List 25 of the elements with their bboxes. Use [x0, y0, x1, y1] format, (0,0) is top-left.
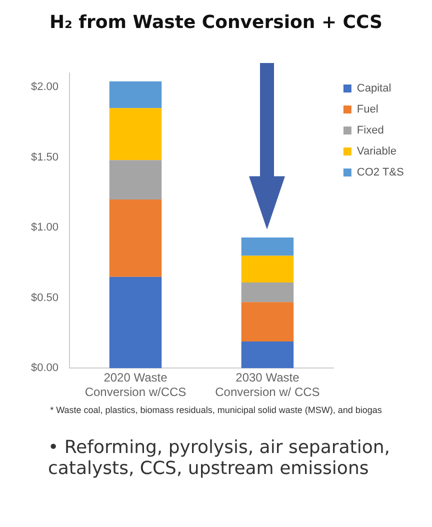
- bar: [109, 108, 162, 160]
- y-tick-label: $2.00: [30, 81, 59, 94]
- y-tick-label: $0.50: [30, 292, 59, 304]
- bar: [109, 200, 162, 277]
- bar: [109, 276, 162, 368]
- bar: [109, 81, 162, 108]
- bar: [241, 256, 294, 282]
- y-tick-label: $1.00: [30, 222, 59, 234]
- chart-title: H₂ from Waste Conversion + CCS: [48, 11, 384, 33]
- legend-label: CO2 T&S: [356, 166, 404, 179]
- legend-label: Fixed: [356, 124, 384, 137]
- legend-label: Variable: [356, 146, 396, 158]
- x-tick-label: 2030 Waste Conversion w/ CCS: [215, 370, 320, 400]
- bar: [241, 237, 294, 256]
- x-tick-label: 2020 Waste Conversion w/CCS: [84, 370, 186, 400]
- legend-label: Capital: [356, 82, 392, 95]
- bar: [241, 341, 294, 368]
- y-tick-label: $0.00: [30, 362, 59, 374]
- bar: [241, 302, 294, 342]
- text: • Reforming, pyrolysis, air separation, catalysts, CCS, upstream emissions: [48, 437, 391, 479]
- bar: [241, 282, 294, 302]
- text: * Waste coal, plastics, biomass residuals, municipal solid waste (MSW), and biogas: [49, 405, 383, 415]
- legend-label: Fuel: [356, 104, 378, 116]
- bar: [109, 160, 162, 200]
- y-tick-label: $1.50: [30, 151, 59, 164]
